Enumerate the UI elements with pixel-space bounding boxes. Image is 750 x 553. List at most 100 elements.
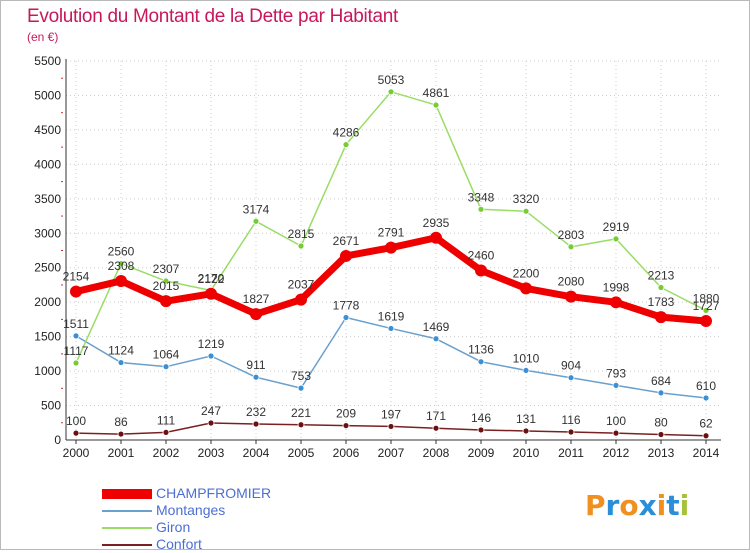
data-label: 1124 bbox=[108, 344, 134, 358]
data-point bbox=[610, 296, 622, 309]
data-point bbox=[117, 430, 125, 438]
y-tick-label: 2000 bbox=[34, 295, 61, 309]
data-point bbox=[387, 325, 395, 332]
proxiti-logo: Proxiti bbox=[585, 489, 690, 522]
series-confort: 100 86 111 247 232 221 209 197 171 146 131 116 100 80… bbox=[66, 404, 713, 440]
legend-label: Montanges bbox=[156, 502, 226, 518]
data-point bbox=[612, 381, 620, 389]
data-point bbox=[115, 274, 127, 287]
y-tick-label: 1000 bbox=[34, 364, 61, 378]
data-point bbox=[432, 335, 440, 343]
data-label: 2307 bbox=[153, 262, 180, 276]
data-point bbox=[342, 141, 350, 149]
data-point bbox=[70, 285, 82, 298]
data-label: 2460 bbox=[468, 248, 495, 262]
data-label: 2919 bbox=[603, 220, 630, 234]
data-point bbox=[340, 249, 352, 262]
data-point bbox=[522, 207, 530, 215]
data-label: 2560 bbox=[108, 245, 135, 259]
x-tick-label: 2013 bbox=[648, 446, 675, 460]
data-label: 1727 bbox=[693, 299, 720, 313]
data-point bbox=[387, 423, 395, 430]
data-label: 232 bbox=[246, 405, 266, 419]
legend-item-montanges: Montanges bbox=[102, 502, 271, 519]
data-label: 146 bbox=[471, 411, 491, 425]
data-point bbox=[657, 389, 665, 397]
data-label: 100 bbox=[66, 414, 86, 428]
data-label: 247 bbox=[201, 404, 221, 418]
data-point bbox=[657, 284, 665, 291]
data-point bbox=[72, 429, 80, 437]
data-label: 116 bbox=[561, 413, 580, 427]
data-point bbox=[205, 287, 217, 300]
data-label: 4286 bbox=[333, 126, 360, 140]
data-label: 2213 bbox=[648, 269, 675, 283]
data-point bbox=[117, 260, 125, 267]
data-label: 100 bbox=[606, 414, 626, 428]
data-label: 904 bbox=[561, 359, 581, 373]
data-point bbox=[567, 374, 575, 382]
data-point bbox=[297, 384, 305, 392]
chart-subtitle: (en €) bbox=[27, 30, 59, 44]
data-label: 2122 bbox=[198, 272, 225, 286]
data-label: 1511 bbox=[63, 317, 89, 331]
legend-item-giron: Giron bbox=[102, 519, 271, 536]
y-tick-label: 5500 bbox=[34, 54, 61, 68]
y-tick-label: 4500 bbox=[34, 123, 61, 137]
data-label: 2803 bbox=[558, 228, 585, 242]
y-tick-label: 5000 bbox=[34, 88, 61, 102]
data-point bbox=[702, 394, 710, 402]
y-tick-label: 4000 bbox=[34, 157, 61, 171]
data-label: 1827 bbox=[243, 292, 270, 306]
data-point bbox=[475, 264, 487, 277]
data-label: 197 bbox=[381, 407, 401, 421]
series-champfromier: 2154 2308 2015 2122 1827 2037 2671 2791 2935 2460… bbox=[63, 216, 720, 327]
data-label: 1136 bbox=[468, 343, 494, 357]
data-point bbox=[702, 432, 710, 440]
data-label: 5053 bbox=[378, 73, 405, 87]
data-point bbox=[432, 101, 440, 109]
x-tick-label: 2010 bbox=[513, 446, 540, 460]
x-tick-label: 2008 bbox=[423, 446, 450, 460]
data-label: 80 bbox=[654, 415, 668, 429]
data-label: 209 bbox=[336, 407, 356, 421]
y-tick-label: 3000 bbox=[34, 226, 61, 240]
data-point bbox=[295, 293, 307, 306]
data-label: 753 bbox=[291, 369, 311, 383]
y-tick-label: 500 bbox=[41, 399, 61, 413]
data-label: 2671 bbox=[333, 234, 360, 248]
data-point bbox=[72, 359, 80, 367]
data-point bbox=[432, 424, 440, 432]
data-point bbox=[252, 373, 260, 381]
data-point bbox=[160, 295, 172, 308]
data-label: 1469 bbox=[423, 320, 450, 334]
legend-swatch bbox=[102, 543, 152, 546]
data-label: 1783 bbox=[648, 295, 675, 309]
data-point bbox=[297, 421, 305, 429]
data-point bbox=[342, 422, 350, 429]
data-point bbox=[612, 235, 620, 243]
data-point bbox=[565, 290, 577, 303]
data-label: 610 bbox=[696, 379, 716, 393]
data-label: 221 bbox=[291, 406, 311, 420]
x-tick-label: 2006 bbox=[333, 446, 360, 460]
data-point bbox=[385, 241, 397, 254]
x-tick-label: 2000 bbox=[63, 446, 90, 460]
data-label: 62 bbox=[699, 417, 713, 431]
data-label: 2815 bbox=[288, 227, 315, 241]
data-point bbox=[700, 314, 712, 327]
data-point bbox=[252, 217, 260, 225]
data-label: 2080 bbox=[558, 275, 585, 289]
data-point bbox=[162, 363, 170, 371]
x-tick-label: 2014 bbox=[693, 446, 720, 460]
data-label: 86 bbox=[114, 415, 128, 429]
data-point bbox=[522, 427, 530, 435]
data-label: 111 bbox=[157, 413, 176, 427]
data-point bbox=[250, 308, 262, 321]
x-tick-label: 2012 bbox=[603, 446, 630, 460]
data-label: 1880 bbox=[693, 291, 720, 305]
data-label: 2308 bbox=[108, 259, 135, 273]
y-tick-label: 0 bbox=[54, 433, 61, 447]
data-label: 2935 bbox=[423, 216, 450, 230]
